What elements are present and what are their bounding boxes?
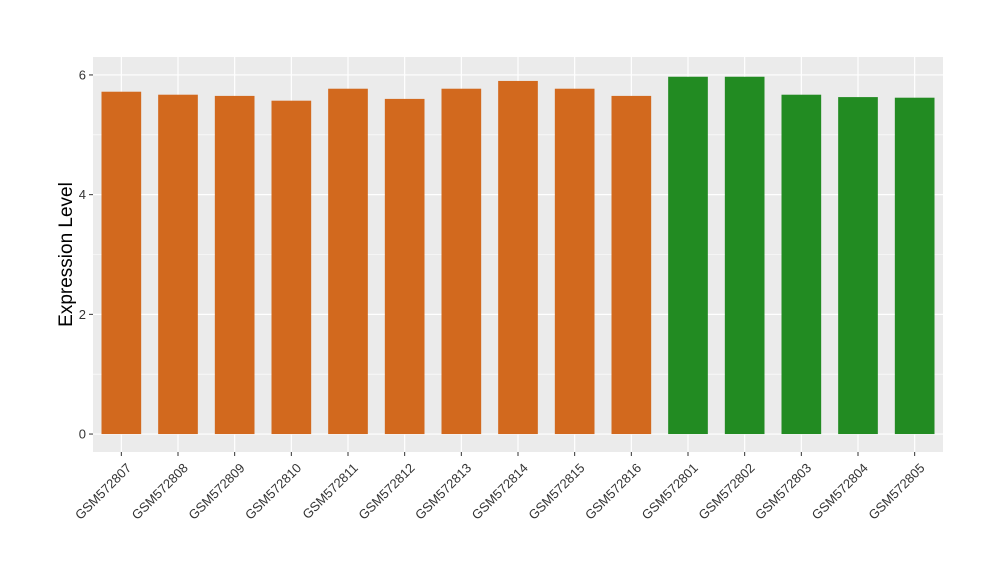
bar-GSM572809 <box>214 95 255 435</box>
x-tick-label: GSM572811 <box>299 460 361 522</box>
bar-GSM572808 <box>158 94 198 435</box>
bar-GSM572805 <box>894 97 935 435</box>
bars <box>101 76 935 435</box>
y-axis: 0 2 4 6 <box>79 67 93 442</box>
x-tick-label: GSM572814 <box>469 460 531 522</box>
x-tick-label: GSM572805 <box>865 460 927 522</box>
x-axis: GSM572807GSM572808GSM572809GSM572810GSM5… <box>72 452 928 523</box>
bar-GSM572807 <box>101 91 142 435</box>
x-tick-label: GSM572801 <box>639 460 701 522</box>
x-tick-label: GSM572812 <box>355 460 417 522</box>
y-tick-label: 6 <box>79 67 86 82</box>
bar-GSM572815 <box>554 88 595 435</box>
bar-GSM572816 <box>611 95 652 435</box>
bar-GSM572802 <box>724 76 765 435</box>
bar-GSM572803 <box>781 94 822 435</box>
x-tick-label: GSM572802 <box>695 460 757 522</box>
x-tick-label: GSM572810 <box>242 460 304 522</box>
x-tick-label: GSM572808 <box>129 460 191 522</box>
bar-GSM572814 <box>498 80 538 435</box>
x-tick-label: GSM572815 <box>525 460 587 522</box>
x-tick-label: GSM572816 <box>582 460 644 522</box>
x-tick-label: GSM572807 <box>72 460 134 522</box>
y-tick-label: 4 <box>79 187 86 202</box>
x-tick-label: GSM572813 <box>412 460 474 522</box>
x-tick-label: GSM572803 <box>752 460 814 522</box>
bar-GSM572812 <box>384 98 425 435</box>
bar-GSM572813 <box>441 88 482 435</box>
bar-GSM572810 <box>271 100 312 435</box>
x-tick-label: GSM572809 <box>185 460 247 522</box>
bar-GSM572804 <box>838 97 878 435</box>
y-tick-label: 2 <box>79 307 86 322</box>
y-axis-title: Expression Level <box>56 182 77 327</box>
bar-GSM572811 <box>328 88 368 435</box>
bar-GSM572801 <box>668 76 708 435</box>
y-tick-label: 0 <box>79 427 86 442</box>
x-tick-label: GSM572804 <box>809 460 871 522</box>
